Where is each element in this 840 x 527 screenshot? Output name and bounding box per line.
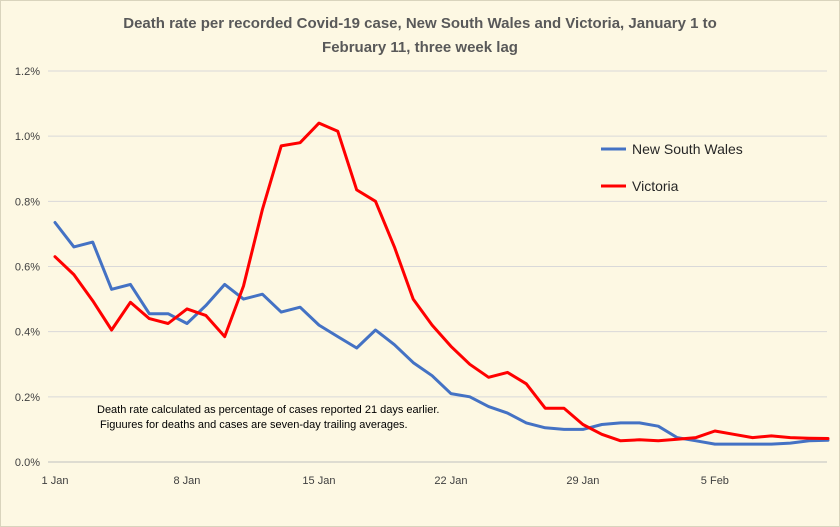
x-tick-label: 29 Jan	[566, 475, 599, 487]
legend: New South Wales Victoria	[601, 141, 743, 194]
annotation-line-1: Death rate calculated as percentage of c…	[97, 404, 439, 416]
x-axis-labels: 1 Jan 8 Jan 15 Jan 22 Jan 29 Jan 5 Feb	[42, 475, 729, 487]
y-tick-label: 1.2%	[15, 66, 40, 78]
y-tick-label: 0.0%	[15, 457, 40, 469]
y-tick-label: 0.2%	[15, 392, 40, 404]
legend-label-victoria: Victoria	[632, 178, 679, 194]
series-line-victoria	[53, 121, 830, 443]
x-tick-label: 15 Jan	[302, 475, 335, 487]
legend-label-new-south-wales: New South Wales	[632, 141, 743, 157]
chart-title-line-1: Death rate per recorded Covid-19 case, N…	[123, 15, 717, 32]
chart-title-line-2: February 11, three week lag	[322, 39, 518, 56]
x-tick-label: 1 Jan	[42, 475, 69, 487]
y-tick-label: 0.6%	[15, 262, 40, 274]
y-tick-label: 1.0%	[15, 131, 40, 143]
annotation-line-2: Figuures for deaths and cases are seven-…	[97, 419, 408, 431]
y-gridlines	[48, 70, 827, 398]
series-lines	[53, 121, 830, 446]
series-line-new-south-wales	[53, 221, 830, 446]
x-tick-label: 5 Feb	[701, 475, 729, 487]
y-tick-label: 0.8%	[15, 196, 40, 208]
y-axis-labels: 0.0% 0.2% 0.4% 0.6% 0.8% 1.0% 1.2%	[15, 66, 40, 469]
x-tick-label: 22 Jan	[434, 475, 467, 487]
y-tick-label: 0.4%	[15, 327, 40, 339]
x-tick-label: 8 Jan	[174, 475, 201, 487]
